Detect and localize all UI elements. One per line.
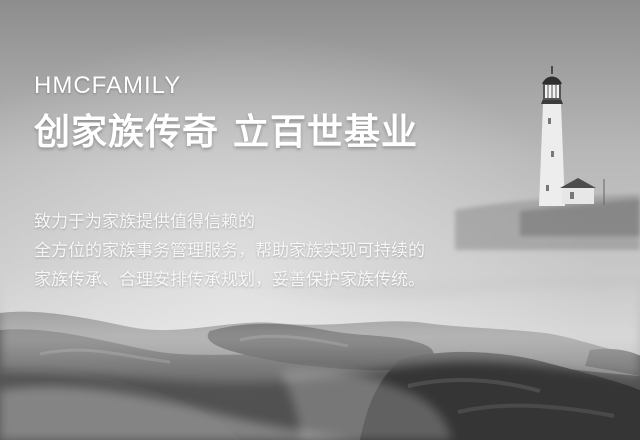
brand-name: HMCFAMILY [34,72,182,99]
lighthouse-icon [539,66,605,206]
description-line: 全方位的家族事务管理服务，帮助家族实现可持续的 [34,241,425,261]
description-line: 致力于为家族提供值得信赖的 [34,212,255,232]
headline-part-1: 创家族传奇 [34,112,220,153]
hero-headline: 创家族传奇 立百世基业 [34,110,594,156]
headline-part-2: 立百世基业 [233,112,419,153]
hero-description: 致力于为家族提供值得信赖的 全方位的家族事务管理服务，帮助家族实现可持续的 家族… [34,208,594,295]
description-line: 家族传承、合理安排传承规划，妥善保护家族传统。 [34,270,425,290]
hero-text-block: HMCFAMILY 创家族传奇 立百世基业 致力于为家族提供值得信赖的 全方位的家… [34,72,594,295]
